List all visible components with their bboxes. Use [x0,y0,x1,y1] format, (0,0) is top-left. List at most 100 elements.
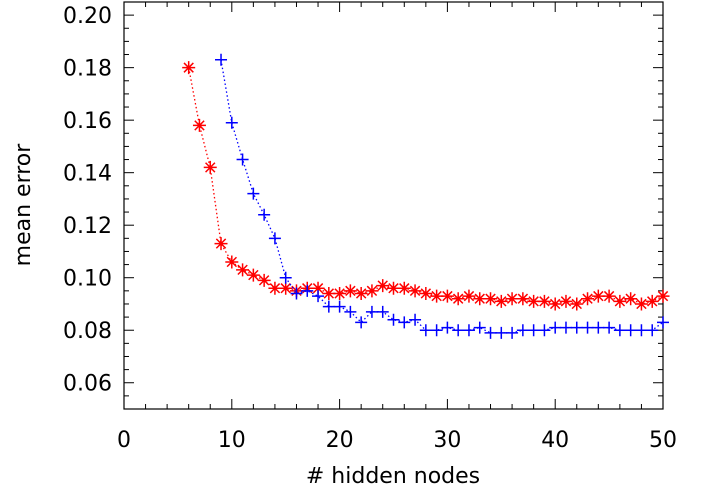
data-point [387,313,400,326]
data-point [635,324,648,337]
y-axis-title: mean error [11,143,36,267]
data-point [603,321,616,334]
data-point [613,324,626,337]
data-point [236,263,250,277]
data-point [506,326,519,339]
data-point [215,53,228,66]
data-point [549,321,562,334]
data-point [430,289,444,303]
data-point [355,316,368,329]
data-point [559,321,572,334]
data-point [257,273,271,287]
data-point [440,289,454,303]
data-point [397,281,411,295]
data-point [516,324,529,337]
data-point [559,294,573,308]
data-point [592,321,605,334]
data-point [408,284,422,298]
data-point [214,237,228,251]
data-point [279,271,292,284]
data-point [462,289,476,303]
x-axis-title: # hidden nodes [306,464,480,489]
data-point [430,324,443,337]
data-point [343,284,357,298]
series-line [188,67,664,305]
y-tick-label: 0.18 [63,57,112,82]
data-point [419,286,433,300]
data-point [290,287,303,300]
data-point [645,294,659,308]
data-point [657,316,669,329]
data-point [538,324,551,337]
y-tick-label: 0.20 [63,4,112,29]
data-point [484,326,497,339]
data-point [656,289,670,303]
data-point [246,268,260,282]
x-tick-label: 0 [117,428,131,453]
data-point [279,281,293,295]
data-point [591,289,605,303]
x-tick-label: 30 [433,428,461,453]
data-point [602,289,616,303]
tick-labels: 0 10 20 30 40 50 0.06 0.08 0.10 0.12 0.14 0.16 0.18 0… [63,4,677,453]
data-point [258,208,271,221]
data-point [516,292,530,306]
x-tick-label: 50 [649,428,677,453]
plot-frame [123,1,664,410]
y-tick-label: 0.08 [63,319,112,344]
data-point [192,118,206,132]
y-tick-label: 0.06 [63,372,112,397]
data-point [333,286,347,300]
series-layer [182,53,670,339]
data-point [409,313,422,326]
y-tick-label: 0.10 [63,267,112,292]
data-point [419,324,432,337]
data-point [613,294,627,308]
series-plus [215,53,669,339]
data-point [548,297,562,311]
data-point [311,281,325,295]
y-tick-label: 0.12 [63,214,112,239]
data-point [376,305,389,318]
data-point [387,281,400,295]
data-point [452,324,465,337]
series-asterisk [182,61,670,311]
data-point [495,326,508,339]
data-point [322,300,335,313]
data-point [494,294,508,308]
x-tick-label: 10 [218,428,246,453]
data-point [301,284,314,297]
y-tick-label: 0.14 [63,162,112,187]
data-point [527,294,541,308]
data-point [581,292,595,306]
data-point [268,281,282,295]
data-point [473,321,486,334]
data-point [333,300,346,313]
data-point [473,292,487,306]
data-point [225,116,238,129]
data-point [570,297,584,311]
data-point [376,279,390,293]
data-point [484,292,498,306]
data-point [570,321,583,334]
x-tick-label: 20 [326,428,354,453]
data-point [203,160,217,174]
data-point [322,286,336,300]
data-point [236,153,249,166]
data-point [462,324,475,337]
data-point [354,286,368,300]
data-point [365,305,378,318]
data-point [505,292,519,306]
data-point [581,321,594,334]
data-point [441,321,454,334]
data-point [268,232,281,245]
y-tick-label: 0.16 [63,109,112,134]
data-point [398,316,411,329]
data-point [537,294,551,308]
data-point [451,292,465,306]
data-point [344,305,357,318]
data-point [634,297,648,311]
data-point [312,290,325,303]
series-line [220,59,664,334]
